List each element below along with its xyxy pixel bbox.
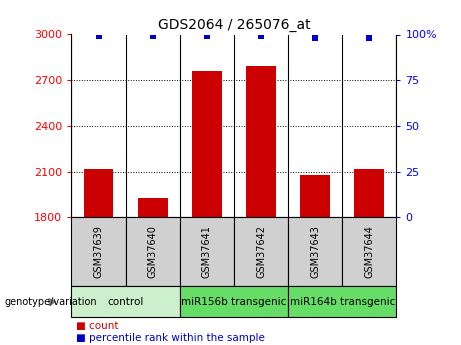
Text: miR164b transgenic: miR164b transgenic <box>290 297 395 307</box>
Bar <box>125 217 180 286</box>
Text: ■ percentile rank within the sample: ■ percentile rank within the sample <box>76 333 265 343</box>
Bar <box>83 169 113 217</box>
Text: genotype/variation: genotype/variation <box>5 297 97 307</box>
Bar <box>180 286 288 317</box>
Bar <box>288 286 396 317</box>
Bar <box>180 217 234 286</box>
Bar <box>138 198 168 217</box>
Text: miR156b transgenic: miR156b transgenic <box>181 297 287 307</box>
Bar <box>355 169 384 217</box>
Text: GSM37642: GSM37642 <box>256 225 266 278</box>
Bar <box>342 217 396 286</box>
Bar <box>192 71 222 217</box>
Text: control: control <box>107 297 144 307</box>
Text: GSM37644: GSM37644 <box>364 225 374 278</box>
Text: GSM37640: GSM37640 <box>148 225 158 278</box>
Text: GSM37643: GSM37643 <box>310 225 320 278</box>
Bar <box>246 67 276 217</box>
Text: GSM37641: GSM37641 <box>202 225 212 278</box>
Bar <box>71 217 125 286</box>
Bar <box>71 286 180 317</box>
Bar <box>234 217 288 286</box>
Text: GSM37639: GSM37639 <box>94 225 104 278</box>
Bar <box>288 217 342 286</box>
Title: GDS2064 / 265076_at: GDS2064 / 265076_at <box>158 18 310 32</box>
Bar <box>300 175 330 217</box>
Text: ■ count: ■ count <box>76 321 118 331</box>
